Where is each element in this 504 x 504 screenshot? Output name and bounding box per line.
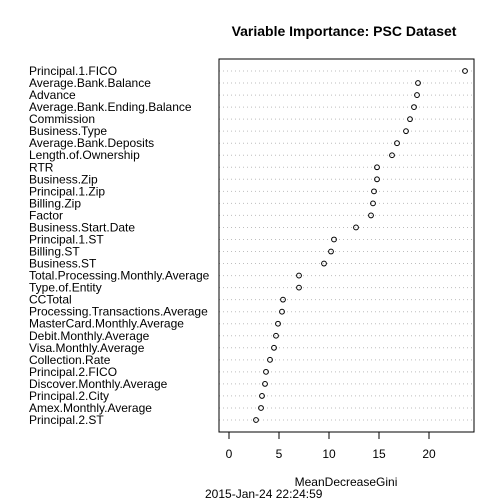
data-point	[394, 140, 400, 147]
data-point	[353, 224, 359, 231]
data-point	[271, 344, 277, 351]
data-point	[267, 356, 273, 363]
x-tick-label: 15	[372, 447, 386, 461]
data-point	[259, 393, 265, 399]
variable-label: Visa.Monthly.Average	[29, 341, 145, 355]
data-point	[296, 284, 302, 291]
data-point	[328, 248, 334, 255]
data-point	[411, 104, 417, 111]
variable-label: Average.Bank.Ending.Balance	[29, 100, 192, 114]
data-point	[407, 116, 413, 123]
variable-label: Business.Type	[29, 124, 107, 138]
data-point	[275, 320, 281, 327]
variable-label: Business.Zip	[29, 172, 98, 186]
variable-label: Advance	[29, 88, 76, 102]
chart-title: Variable Importance: PSC Dataset	[232, 23, 457, 39]
data-point	[280, 296, 286, 303]
data-point	[279, 308, 285, 315]
importance-points	[253, 68, 468, 423]
variable-label: RTR	[29, 160, 54, 174]
variable-label: Billing.ST	[29, 245, 80, 259]
timestamp: 2015-Jan-24 22:24:59	[205, 487, 323, 501]
data-point	[273, 332, 279, 339]
x-tick-label: 0	[226, 447, 233, 461]
variable-labels: Principal.1.FICOAverage.Bank.BalanceAdva…	[29, 64, 210, 427]
variable-label: Length.of.Ownership	[29, 148, 140, 162]
x-tick-label: 5	[276, 447, 283, 461]
variable-label: CCTotal	[29, 293, 72, 307]
variable-label: Billing.Zip	[29, 196, 81, 210]
variable-label: Processing.Transactions.Average	[29, 305, 208, 319]
data-point	[368, 212, 374, 219]
variable-label: MasterCard.Monthly.Average	[29, 317, 184, 331]
variable-label: Average.Bank.Balance	[29, 76, 151, 90]
data-point	[389, 152, 395, 159]
variable-label: Average.Bank.Deposits	[29, 136, 154, 150]
data-point	[403, 128, 409, 135]
variable-label: Principal.1.Zip	[29, 184, 105, 198]
variable-label: Discover.Monthly.Average	[29, 377, 168, 391]
data-point	[371, 188, 377, 195]
variable-label: Principal.1.FICO	[29, 64, 117, 78]
x-axis: 0 5 10 15 20	[226, 431, 436, 461]
variable-label: Business.Start.Date	[29, 220, 135, 234]
data-point	[331, 236, 337, 243]
variable-label: Amex.Monthly.Average	[29, 401, 152, 415]
data-point	[258, 405, 264, 411]
variable-label: Type.of.Entity	[29, 281, 102, 295]
variable-label: Debit.Monthly.Average	[29, 329, 150, 343]
data-point	[462, 68, 468, 74]
data-point	[253, 417, 259, 423]
data-point	[263, 368, 269, 375]
data-point	[415, 80, 421, 86]
data-point	[262, 380, 268, 387]
data-point	[374, 164, 380, 171]
variable-label: Principal.1.ST	[29, 232, 104, 246]
variable-label: Principal.2.ST	[29, 413, 104, 427]
variable-label: Principal.2.City	[29, 389, 109, 403]
variable-label: Principal.2.FICO	[29, 365, 117, 379]
x-tick-label: 10	[322, 447, 336, 461]
data-point	[374, 176, 380, 183]
x-axis-label: MeanDecreaseGini	[295, 475, 398, 489]
data-point	[321, 260, 327, 267]
variable-label: Collection.Rate	[29, 353, 111, 367]
grid-lines	[219, 70, 474, 421]
x-tick-label: 20	[422, 447, 436, 461]
data-point	[414, 92, 420, 98]
variable-label: Business.ST	[29, 257, 97, 271]
plot-frame	[218, 58, 475, 433]
variable-label: Commission	[29, 112, 95, 126]
data-point	[370, 200, 376, 207]
variable-label: Factor	[29, 208, 63, 222]
data-point	[296, 272, 302, 279]
variable-label: Total.Processing.Monthly.Average	[29, 269, 210, 283]
